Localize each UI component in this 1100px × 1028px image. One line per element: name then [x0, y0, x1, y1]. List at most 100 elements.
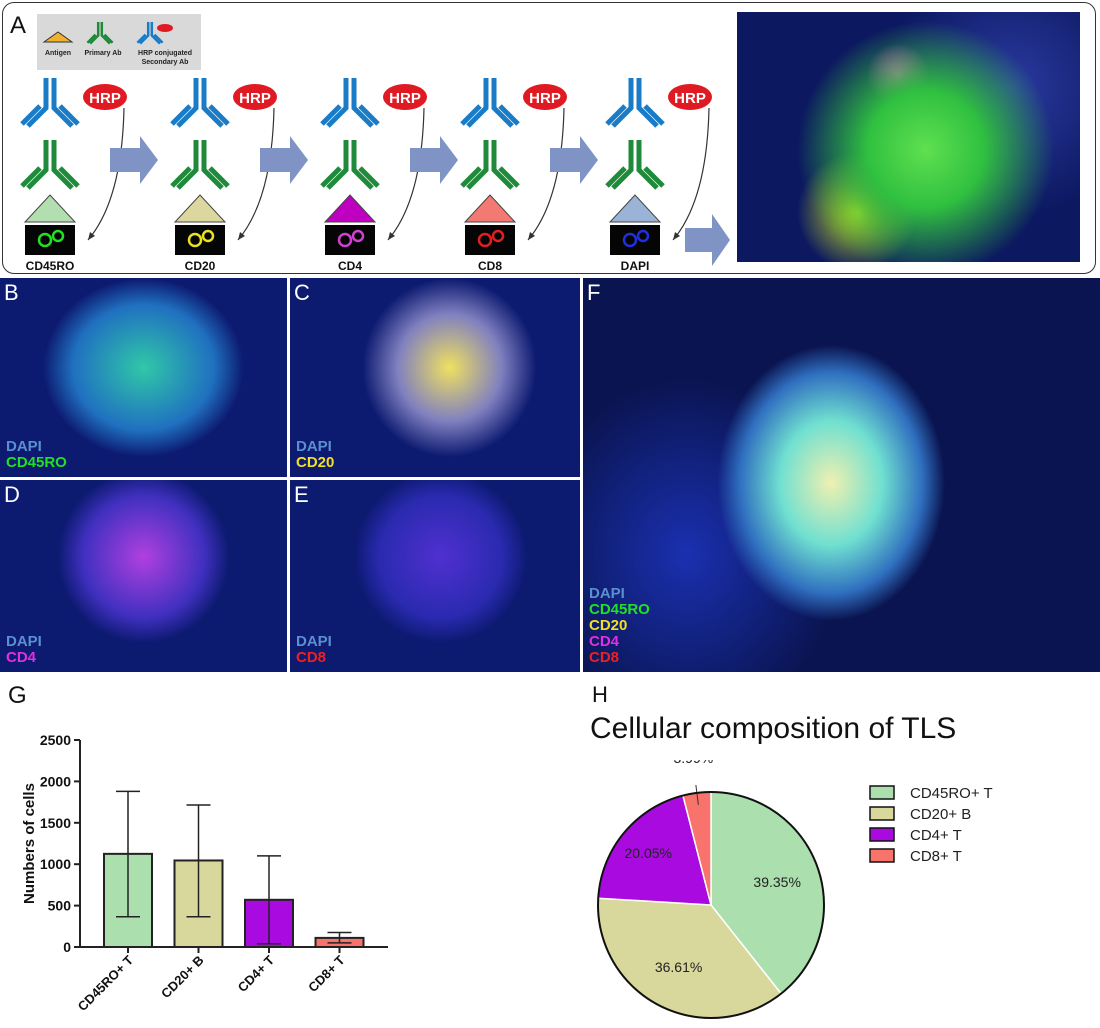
legend-swatch [869, 785, 895, 800]
hrp-icon [383, 84, 427, 110]
arrow-head [88, 232, 95, 240]
legend-text: Secondary Ab [142, 59, 189, 66]
antibody-shape [136, 22, 164, 45]
y-tick-label: 0 [63, 939, 71, 955]
legend-label: CD4+ T [910, 827, 962, 844]
slice-label: 20.05% [625, 845, 672, 861]
channel-label: DAPI [589, 585, 625, 602]
cell-signal [622, 232, 638, 248]
channel-label: CD45RO [589, 601, 650, 618]
slice-label: 39.35% [753, 874, 800, 890]
pie-title: Cellular composition of TLS [590, 712, 957, 745]
reaction-arrow [672, 107, 710, 241]
channel-label: CD8 [296, 649, 327, 666]
antigen-triangle [23, 194, 77, 223]
channel-label: DAPI [6, 633, 42, 650]
y-tick-label: 500 [48, 898, 72, 914]
legend-swatch [869, 806, 895, 821]
y-tick-label: 1500 [40, 815, 71, 831]
cell-signal [51, 229, 65, 243]
reaction-arrow [237, 107, 275, 241]
hrp-label: HRP [674, 90, 706, 107]
slice-label: 36.61% [655, 959, 702, 975]
arrow-head [528, 232, 535, 240]
flow-arrow [110, 136, 158, 184]
hrp-label: HRP [389, 90, 421, 107]
leader-line [695, 784, 699, 805]
channel-label: DAPI [6, 438, 42, 455]
antibody-shape [460, 78, 520, 128]
micrograph-c: C DAPI CD20 [290, 278, 580, 477]
x-tick-label: CD4+ T [235, 952, 278, 995]
cell-signal [187, 232, 203, 248]
step-label: CD20 [185, 259, 216, 273]
cell-signal [201, 229, 215, 243]
flow-arrow [410, 136, 458, 184]
cell-signal [351, 229, 365, 243]
step-cd45ro: HRP CD45RO [20, 78, 127, 273]
channel-label: DAPI [296, 633, 332, 650]
antigen-triangle [608, 194, 662, 223]
cell-signal [37, 232, 53, 248]
merged-micrograph [737, 12, 1080, 262]
step-cd4: HRP CD4 [320, 78, 427, 273]
channel-label: DAPI [296, 438, 332, 455]
arrow-head [673, 232, 680, 240]
x-tick-label: CD45RO+ T [75, 952, 136, 1013]
legend-text: Primary Ab [84, 50, 121, 57]
antibody-shape [86, 22, 114, 45]
channel-label: CD8 [589, 649, 620, 666]
step-label: DAPI [621, 259, 650, 273]
panel-a-frame [2, 2, 1096, 274]
hrp-icon [83, 84, 127, 110]
hrp-icon [523, 84, 567, 110]
channel-label: CD20 [296, 454, 335, 471]
bar-chart: 0 500 1000 1500 2000 2500 Numbers of cells CD45… [21, 732, 388, 1014]
micrograph-d: D DAPI CD4 [0, 480, 287, 672]
y-tick-label: 2000 [40, 773, 71, 789]
legend-label: CD8+ T [910, 848, 962, 865]
flow-arrow-final [685, 214, 730, 266]
pie-outline [597, 791, 825, 1019]
step-label: CD8 [478, 259, 502, 273]
antibody-shape [605, 140, 665, 190]
flow-arrow [550, 136, 598, 184]
cell-signal [337, 232, 353, 248]
y-tick-label: 2500 [40, 732, 71, 748]
micrograph-b: B DAPI CD45RO [0, 278, 287, 477]
arrow-head [388, 232, 395, 240]
step-dapi: HRP DAPI [605, 78, 712, 273]
antibody-shape [460, 140, 520, 190]
antigen-triangle [463, 194, 517, 223]
channel-label: CD20 [589, 617, 628, 634]
cell-signal [477, 232, 493, 248]
hrp-label: HRP [239, 90, 271, 107]
pie-chart: 39.35% 36.61% 20.05% 3.99% CD45RO+ T CD20+ B C… [597, 760, 993, 1019]
legend-text: Antigen [45, 50, 71, 57]
flow-arrow [260, 136, 308, 184]
arrow-head [238, 232, 245, 240]
workflow-diagram: Antigen Primary Ab HRP conjugated Secondary… [20, 14, 730, 273]
step-label: CD45RO [26, 259, 75, 273]
panel-label-h: H [592, 682, 608, 707]
legend-label: CD20+ B [910, 806, 971, 823]
hrp-icon [233, 84, 277, 110]
antibody-shape [320, 78, 380, 128]
reaction-arrow [87, 107, 125, 241]
legend-swatch [869, 827, 895, 842]
antibody-shape [170, 78, 230, 128]
hrp-label: HRP [529, 90, 561, 107]
y-tick-label: 1000 [40, 856, 71, 872]
antigen-triangle [323, 194, 377, 223]
channel-label: CD45RO [6, 454, 67, 471]
x-tick-label: CD8+ T [305, 952, 348, 995]
panel-label-g: G [8, 682, 27, 709]
step-cd20: HRP CD20 [170, 78, 277, 273]
legend-text: HRP conjugated [138, 50, 192, 57]
antibody-shape [170, 140, 230, 190]
antibody-shape [20, 140, 80, 190]
reaction-arrow [527, 107, 565, 241]
channel-label: CD4 [589, 633, 620, 650]
legend-label: CD45RO+ T [910, 785, 993, 802]
